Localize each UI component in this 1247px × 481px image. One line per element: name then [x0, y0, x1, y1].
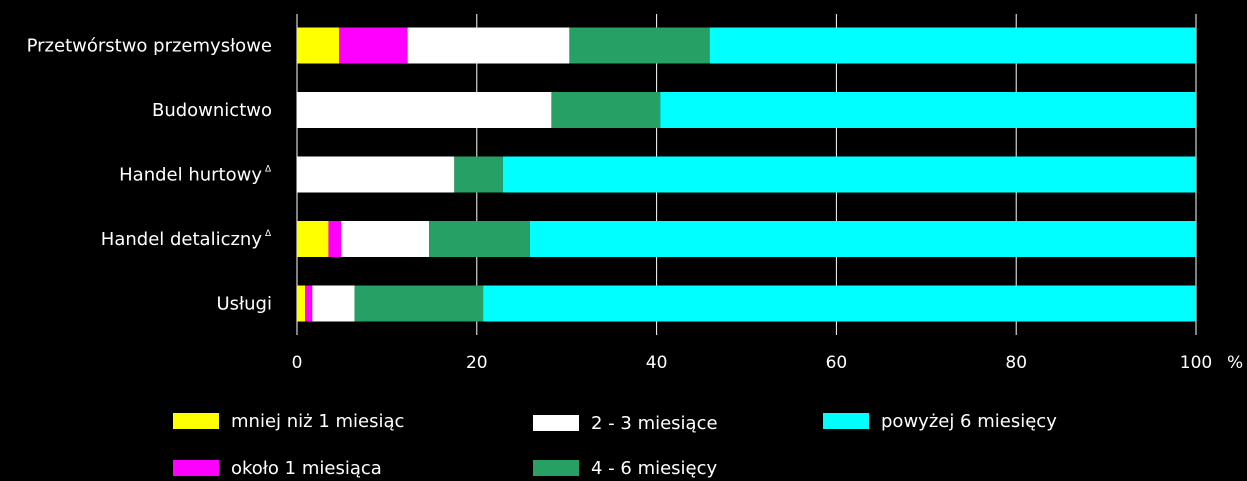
legend-swatch	[173, 460, 219, 476]
bar-segment	[529, 221, 1196, 257]
bar-segment	[297, 221, 329, 257]
legend-item: mniej niż 1 miesiąc	[173, 408, 404, 434]
legend-swatch	[823, 413, 869, 429]
bars	[297, 27, 1197, 322]
bar-segment	[328, 221, 342, 257]
legend-label: około 1 miesiąca	[231, 457, 382, 479]
x-axis-unit: %	[1227, 353, 1243, 373]
legend-label: 4 - 6 miesięcy	[591, 457, 718, 479]
bar-segment	[297, 285, 306, 322]
x-tick-label: 0	[292, 353, 303, 373]
bar-segment	[297, 27, 340, 64]
category-labels: Przetwórstwo przemysłowe Budownictwo Hande…	[27, 36, 272, 315]
category-label: Handel detaliczny	[101, 229, 263, 250]
bar-segment	[297, 156, 455, 193]
category-marker: Δ	[265, 165, 272, 175]
category-marker: Δ	[265, 229, 272, 239]
category-label: Przetwórstwo przemysłowe	[27, 36, 272, 57]
bar-segment	[341, 221, 430, 257]
bar-segment	[297, 92, 552, 128]
legend-item: powyżej 6 miesięcy	[823, 408, 1057, 434]
bar-segment	[429, 221, 530, 257]
legend-label: 2 - 3 miesiące	[591, 412, 718, 434]
x-tick-label: 40	[646, 353, 668, 373]
legend-label: mniej niż 1 miesiąc	[231, 410, 405, 432]
bar-segment	[339, 27, 408, 64]
legend-swatch	[173, 413, 219, 429]
category-label: Budownictwo	[152, 100, 272, 121]
category-label: Usługi	[216, 294, 272, 315]
x-tick-label: 100	[1180, 353, 1212, 373]
bar-segment	[660, 92, 1196, 128]
legend-swatch	[533, 415, 579, 431]
legend-label: powyżej 6 miesięcy	[881, 410, 1057, 432]
legend-item: około 1 miesiąca	[173, 455, 382, 481]
bar-segment	[502, 156, 1197, 193]
bar-segment	[569, 27, 710, 64]
bar-segment	[312, 285, 355, 322]
legend-swatch	[533, 460, 579, 476]
bar-segment	[407, 27, 570, 64]
bar-segment	[551, 92, 661, 128]
bar-segment	[354, 285, 484, 322]
bar-segment	[305, 285, 313, 322]
legend-item: 2 - 3 miesiące	[533, 410, 718, 436]
x-tick-label: 60	[826, 353, 848, 373]
category-label: Handel hurtowy	[119, 165, 262, 186]
legend-item: 4 - 6 miesięcy	[533, 455, 717, 481]
x-axis-ticks: 0 20 40 60 80 100	[292, 353, 1213, 373]
bar-segment	[709, 27, 1196, 64]
x-tick-label: 80	[1005, 353, 1027, 373]
x-tick-label: 20	[466, 353, 488, 373]
bar-segment	[454, 156, 503, 193]
bar-segment	[483, 285, 1196, 322]
